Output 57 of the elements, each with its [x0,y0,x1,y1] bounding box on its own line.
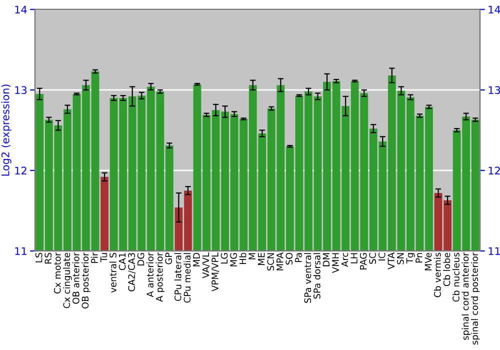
y-tick-label: 11 [15,247,26,255]
x-tick-label: MVe [424,252,432,270]
x-tick-label: SPa ventral [304,253,312,303]
y2-tick-label: 14 [488,6,500,14]
x-tick-label: ventral S [109,252,116,293]
x-tick-label: VMH [332,253,339,274]
x-tick-label: Pa [295,253,302,262]
x-tick-label: PAG [360,253,367,270]
x-tick-label: Pn [416,253,422,262]
x-tick-label: SO [286,252,293,265]
x-tick-label: MD [193,252,200,266]
x-tick-label: M [248,253,256,260]
x-tick-label: SN [396,253,404,264]
x-tick-label: VTA [388,252,394,270]
x-tick-label: OB anterior [72,252,80,304]
x-tick-label: LS [35,252,42,262]
x-tick-label: ME [258,252,265,265]
y-tick-label: 12 [15,166,26,174]
x-tick-label: SC [369,252,376,264]
x-tick-label: spinal cord anterior [462,252,470,340]
x-tick-label: MPA [276,252,284,270]
x-tick-label: A anterior [146,252,154,298]
y2-tick-label: 12 [488,166,500,174]
x-tick-label: LH [350,253,358,264]
x-tick-label: Tu [100,253,108,262]
x-tick-label: Cx cingulate [63,252,72,308]
x-tick-label: Pir [90,252,98,263]
x-tick-label: IC [378,252,386,260]
x-tick-label: Arc [341,252,348,267]
x-tick-label: DM [322,253,330,266]
x-tick-label: VA/VL [202,252,210,278]
x-tick-label: CA1 [118,253,126,270]
x-tick-label: OB posterior [82,252,90,309]
x-tick-label: CA2/CA3 [128,253,136,292]
x-tick-label: Cb vermis [434,252,441,298]
x-tick-label: RS [44,252,52,264]
x-tick-label: CPu medial [184,253,191,303]
x-tick-label: SPa dorsal [313,253,320,299]
x-tick-label: MG [230,253,237,266]
x-tick-label: Cx motor [54,252,61,294]
y2-tick-label: 11 [488,247,500,255]
y2-tick-label: 13 [488,86,500,94]
y-tick-label: 14 [15,6,27,14]
x-tick-label: CPu lateral [174,253,182,301]
x-tick-label: Hb [239,252,246,264]
x-tick-label: Cb nucleus [452,252,460,302]
x-tick-label: DG [137,253,144,266]
x-tick-label: A posterior [156,252,165,302]
x-tick-label: Tg [406,253,415,264]
x-tick-label: VPM/VPL [212,252,220,292]
x-tick-label: Cb lobe [443,252,450,286]
x-tick-label: LG [220,253,228,264]
x-tick-label: GP [165,252,172,264]
x-tick-label: spinal cord posterior [470,252,480,345]
x-tick-label: SCN [267,253,274,271]
y-axis-title: Log2 (expression) [1,84,12,176]
y-tick-label: 13 [15,86,27,94]
